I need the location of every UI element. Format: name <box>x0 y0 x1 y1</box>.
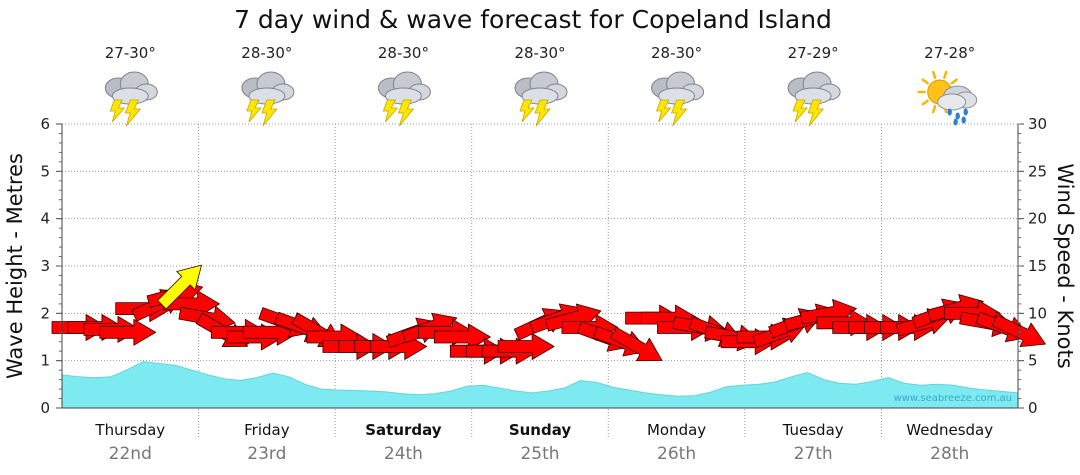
axes: 0 1 2 3 4 5 6 0 5 10 15 20 25 30 <box>40 115 1047 417</box>
wind-arrow <box>991 314 1046 348</box>
right-axis-label: Wind Speed - Knots <box>1053 163 1077 368</box>
day-name-label: Wednesday <box>906 421 993 439</box>
temperature-label: 28-30° <box>378 44 429 62</box>
thunderstorm-icon <box>514 71 568 127</box>
thunderstorm-icon <box>377 71 431 127</box>
right-tick-label: 5 <box>1028 352 1038 370</box>
left-tick-label: 5 <box>40 162 50 180</box>
temperature-label: 27-30° <box>105 44 156 62</box>
weather-icon-row <box>104 70 978 127</box>
wave-height-area <box>61 361 1019 409</box>
temperature-label: 28-30° <box>514 44 565 62</box>
day-name-label: Friday <box>244 421 290 439</box>
wave-series <box>61 361 1019 409</box>
day-name-label: Saturday <box>365 421 442 439</box>
day-name-label: Sunday <box>509 421 572 439</box>
day-name-label: Monday <box>647 421 706 439</box>
left-tick-label: 2 <box>40 304 50 322</box>
right-tick-label: 15 <box>1028 257 1047 275</box>
temperature-label: 28-30° <box>651 44 702 62</box>
left-tick-label: 1 <box>40 352 50 370</box>
day-date-label: 28th <box>930 444 969 464</box>
left-tick-label: 6 <box>40 115 50 133</box>
temperature-label: 28-30° <box>241 44 292 62</box>
left-tick-label: 0 <box>40 399 50 417</box>
day-date-label: 22nd <box>109 444 152 464</box>
thunderstorm-icon <box>651 71 705 127</box>
day-labels: Thursday 22nd Friday 23rd Saturday 24th Sunday… <box>94 421 993 464</box>
wind-arrow <box>497 333 555 360</box>
day-date-label: 26th <box>657 444 696 464</box>
wind-arrow <box>433 323 491 351</box>
temperature-row: 27-30° 28-30° 28-30° 28-30° 28-30° 27-29° 27-2… <box>105 44 976 62</box>
left-axis-label: Wave Height - Metres <box>3 153 27 379</box>
wind-arrow <box>163 290 220 318</box>
right-tick-label: 0 <box>1028 399 1038 417</box>
watermark: www.seabreeze.com.au <box>894 393 1012 404</box>
wind-arrow <box>610 326 663 362</box>
temperature-label: 27-28° <box>924 44 975 62</box>
right-tick-label: 30 <box>1028 115 1047 133</box>
right-tick-label: 10 <box>1028 304 1047 322</box>
sun-rain-cloud-icon <box>917 70 978 126</box>
wind-arrow-highlight <box>157 264 202 310</box>
wind-arrow <box>99 318 157 346</box>
day-name-label: Thursday <box>94 421 165 439</box>
right-tick-label: 25 <box>1028 162 1047 180</box>
day-name-label: Tuesday <box>782 421 844 439</box>
right-tick-label: 20 <box>1028 210 1047 228</box>
chart-title: 7 day wind & wave forecast for Copeland … <box>234 5 832 34</box>
temperature-label: 27-29° <box>788 44 839 62</box>
left-tick-label: 4 <box>40 210 50 228</box>
left-tick-label: 3 <box>40 257 50 275</box>
thunderstorm-icon <box>787 71 841 127</box>
wind-series <box>51 264 1046 365</box>
thunderstorm-icon <box>104 71 158 127</box>
day-date-label: 25th <box>520 444 559 464</box>
day-date-label: 23rd <box>247 444 286 464</box>
day-date-label: 24th <box>384 444 423 464</box>
day-date-label: 27th <box>794 444 833 464</box>
thunderstorm-icon <box>241 71 295 127</box>
